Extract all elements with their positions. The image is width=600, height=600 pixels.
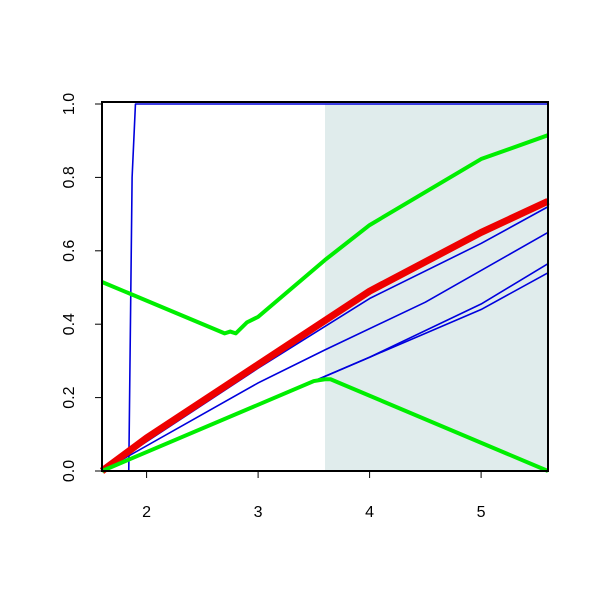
x-tick-label: 2 — [142, 504, 151, 521]
x-tick-label: 5 — [477, 504, 486, 521]
data-line — [101, 377, 549, 473]
shaded-region — [325, 104, 548, 471]
y-tick-label: 0.4 — [61, 313, 78, 335]
x-tick-label: 4 — [365, 504, 374, 521]
x-tick-label: 3 — [254, 504, 263, 521]
data-line — [127, 103, 548, 472]
data-line — [101, 231, 549, 472]
y-tick-label: 0.6 — [61, 240, 78, 262]
data-line — [101, 133, 549, 336]
y-tick-label: 0.8 — [61, 166, 78, 188]
y-tick-label: 0.0 — [61, 460, 78, 482]
plot-frame — [101, 101, 549, 472]
y-tick-label: 1.0 — [61, 93, 78, 115]
data-line — [99, 198, 550, 474]
y-tick-label: 0.2 — [61, 386, 78, 408]
